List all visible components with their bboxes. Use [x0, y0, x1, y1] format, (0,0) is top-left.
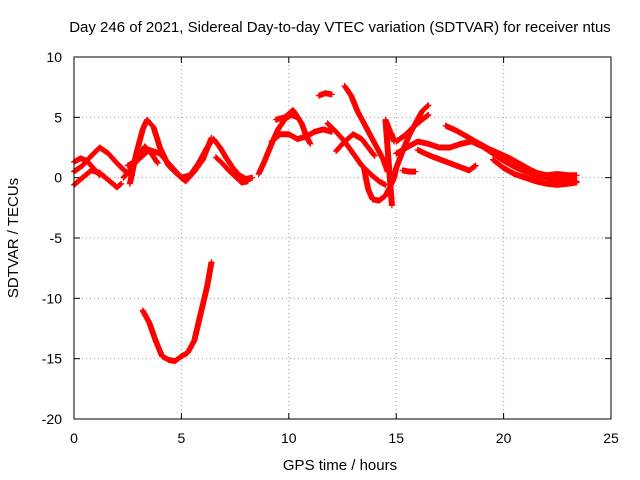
- x-tick-label: 25: [603, 430, 619, 446]
- series-track-24: [399, 167, 419, 175]
- series-track-23: [522, 165, 580, 179]
- marker-points: [333, 131, 378, 159]
- series-track-21: [414, 146, 479, 174]
- marker-points: [489, 156, 580, 188]
- marker-points: [212, 154, 251, 186]
- marker-points: [120, 143, 161, 181]
- y-axis-label: SDTVAR / TECUs: [5, 178, 22, 298]
- y-tick-label: -5: [50, 230, 63, 246]
- x-axis-label: GPS time / hours: [283, 457, 397, 474]
- marker-points: [139, 259, 215, 365]
- series-track-12: [272, 107, 314, 147]
- series-track-11: [268, 126, 335, 145]
- x-tick-label: 10: [281, 430, 297, 446]
- y-tick-label: -10: [42, 290, 62, 306]
- series-track-7: [139, 259, 215, 365]
- marker-points: [268, 126, 335, 145]
- chart-title: Day 246 of 2021, Sidereal Day-to-day VTE…: [69, 19, 611, 36]
- series-track-18: [393, 111, 432, 145]
- series-track-6: [120, 143, 161, 181]
- marker-points: [315, 90, 335, 99]
- plot-frame: [73, 56, 612, 420]
- data-points: [71, 83, 580, 365]
- grid-lines: [74, 57, 611, 419]
- series-track-16: [333, 131, 378, 159]
- series-track-25: [382, 116, 398, 209]
- marker-points: [399, 167, 419, 175]
- y-tick-label: 0: [54, 170, 62, 186]
- marker-points: [393, 111, 432, 145]
- series-track-22: [489, 156, 580, 188]
- y-tick-label: 10: [46, 49, 62, 65]
- series-track-14: [341, 83, 391, 175]
- marker-points: [382, 116, 398, 209]
- x-tick-label: 0: [70, 430, 78, 446]
- marker-points: [272, 107, 314, 147]
- x-tick-label: 20: [496, 430, 512, 446]
- x-tick-label: 15: [388, 430, 404, 446]
- marker-points: [522, 165, 580, 179]
- y-tick-label: 5: [54, 109, 62, 125]
- x-tick-label: 5: [178, 430, 186, 446]
- y-tick-label: -15: [42, 351, 62, 367]
- marker-points: [341, 83, 391, 175]
- series-track-13: [315, 90, 335, 99]
- tick-labels: 0 5 10 15 20 25 -20 -15 -10 -5 0 5 10: [42, 49, 619, 446]
- marker-points: [414, 146, 479, 174]
- series-track-9: [212, 154, 251, 186]
- y-tick-label: -20: [42, 411, 62, 427]
